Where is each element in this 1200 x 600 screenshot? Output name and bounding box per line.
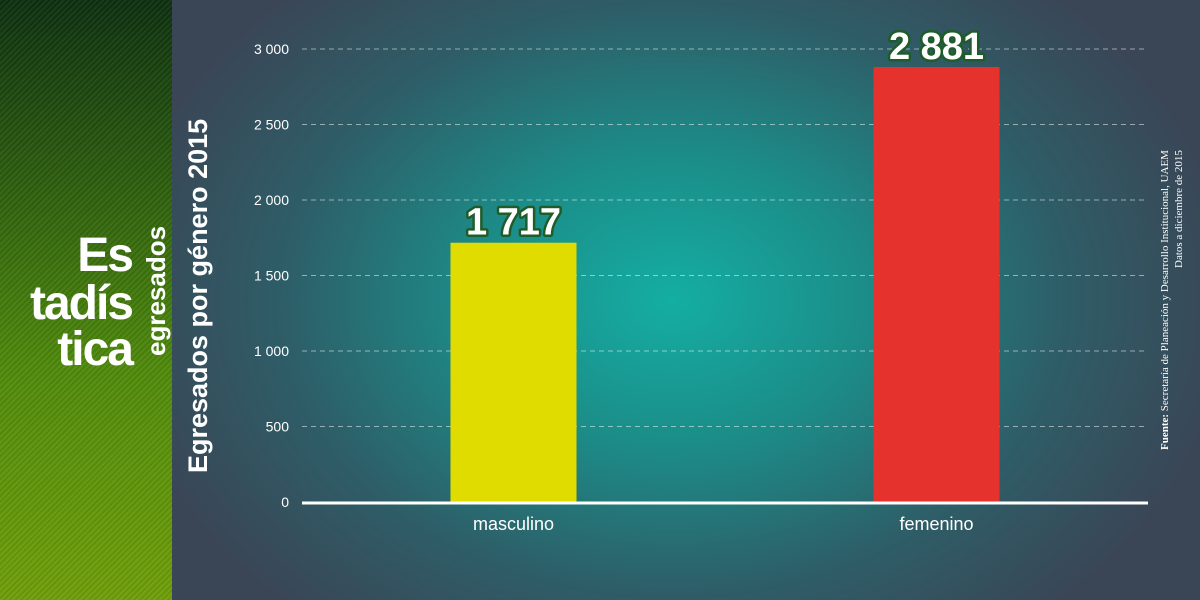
- source-date-note: Datos a diciembre de 2015: [1173, 150, 1185, 268]
- source-text: Secretaría de Planeación y Desarrollo In…: [1159, 150, 1171, 412]
- y-tick-label: 2 500: [254, 117, 289, 133]
- y-tick-label: 1 500: [254, 268, 289, 284]
- value-label: 2 881: [889, 26, 984, 68]
- y-tick-label: 3 000: [254, 41, 289, 57]
- x-tick-label: femenino: [899, 514, 973, 534]
- source-label: Fuente:: [1159, 413, 1171, 450]
- logo-line-1: Es: [77, 229, 134, 282]
- source-line: Fuente: Secretaría de Planeación y Desar…: [1158, 150, 1172, 510]
- sidebar-panel: Es tadís tica egresados: [0, 0, 172, 600]
- y-tick-label: 2 000: [254, 192, 289, 208]
- value-label: 1 717: [466, 202, 561, 244]
- y-tick-label: 0: [281, 494, 289, 510]
- bar-femenino: [873, 66, 1000, 503]
- source-note: Fuente: Secretaría de Planeación y Desar…: [1158, 150, 1192, 510]
- chart-background: [172, 0, 1200, 600]
- x-tick-label: masculino: [473, 514, 554, 534]
- y-tick-label: 1 000: [254, 343, 289, 359]
- y-tick-label: 500: [266, 419, 290, 435]
- logo-line-2: tadís: [29, 277, 134, 330]
- bar-masculino: [450, 242, 577, 502]
- logo-line-3: tica: [57, 323, 134, 376]
